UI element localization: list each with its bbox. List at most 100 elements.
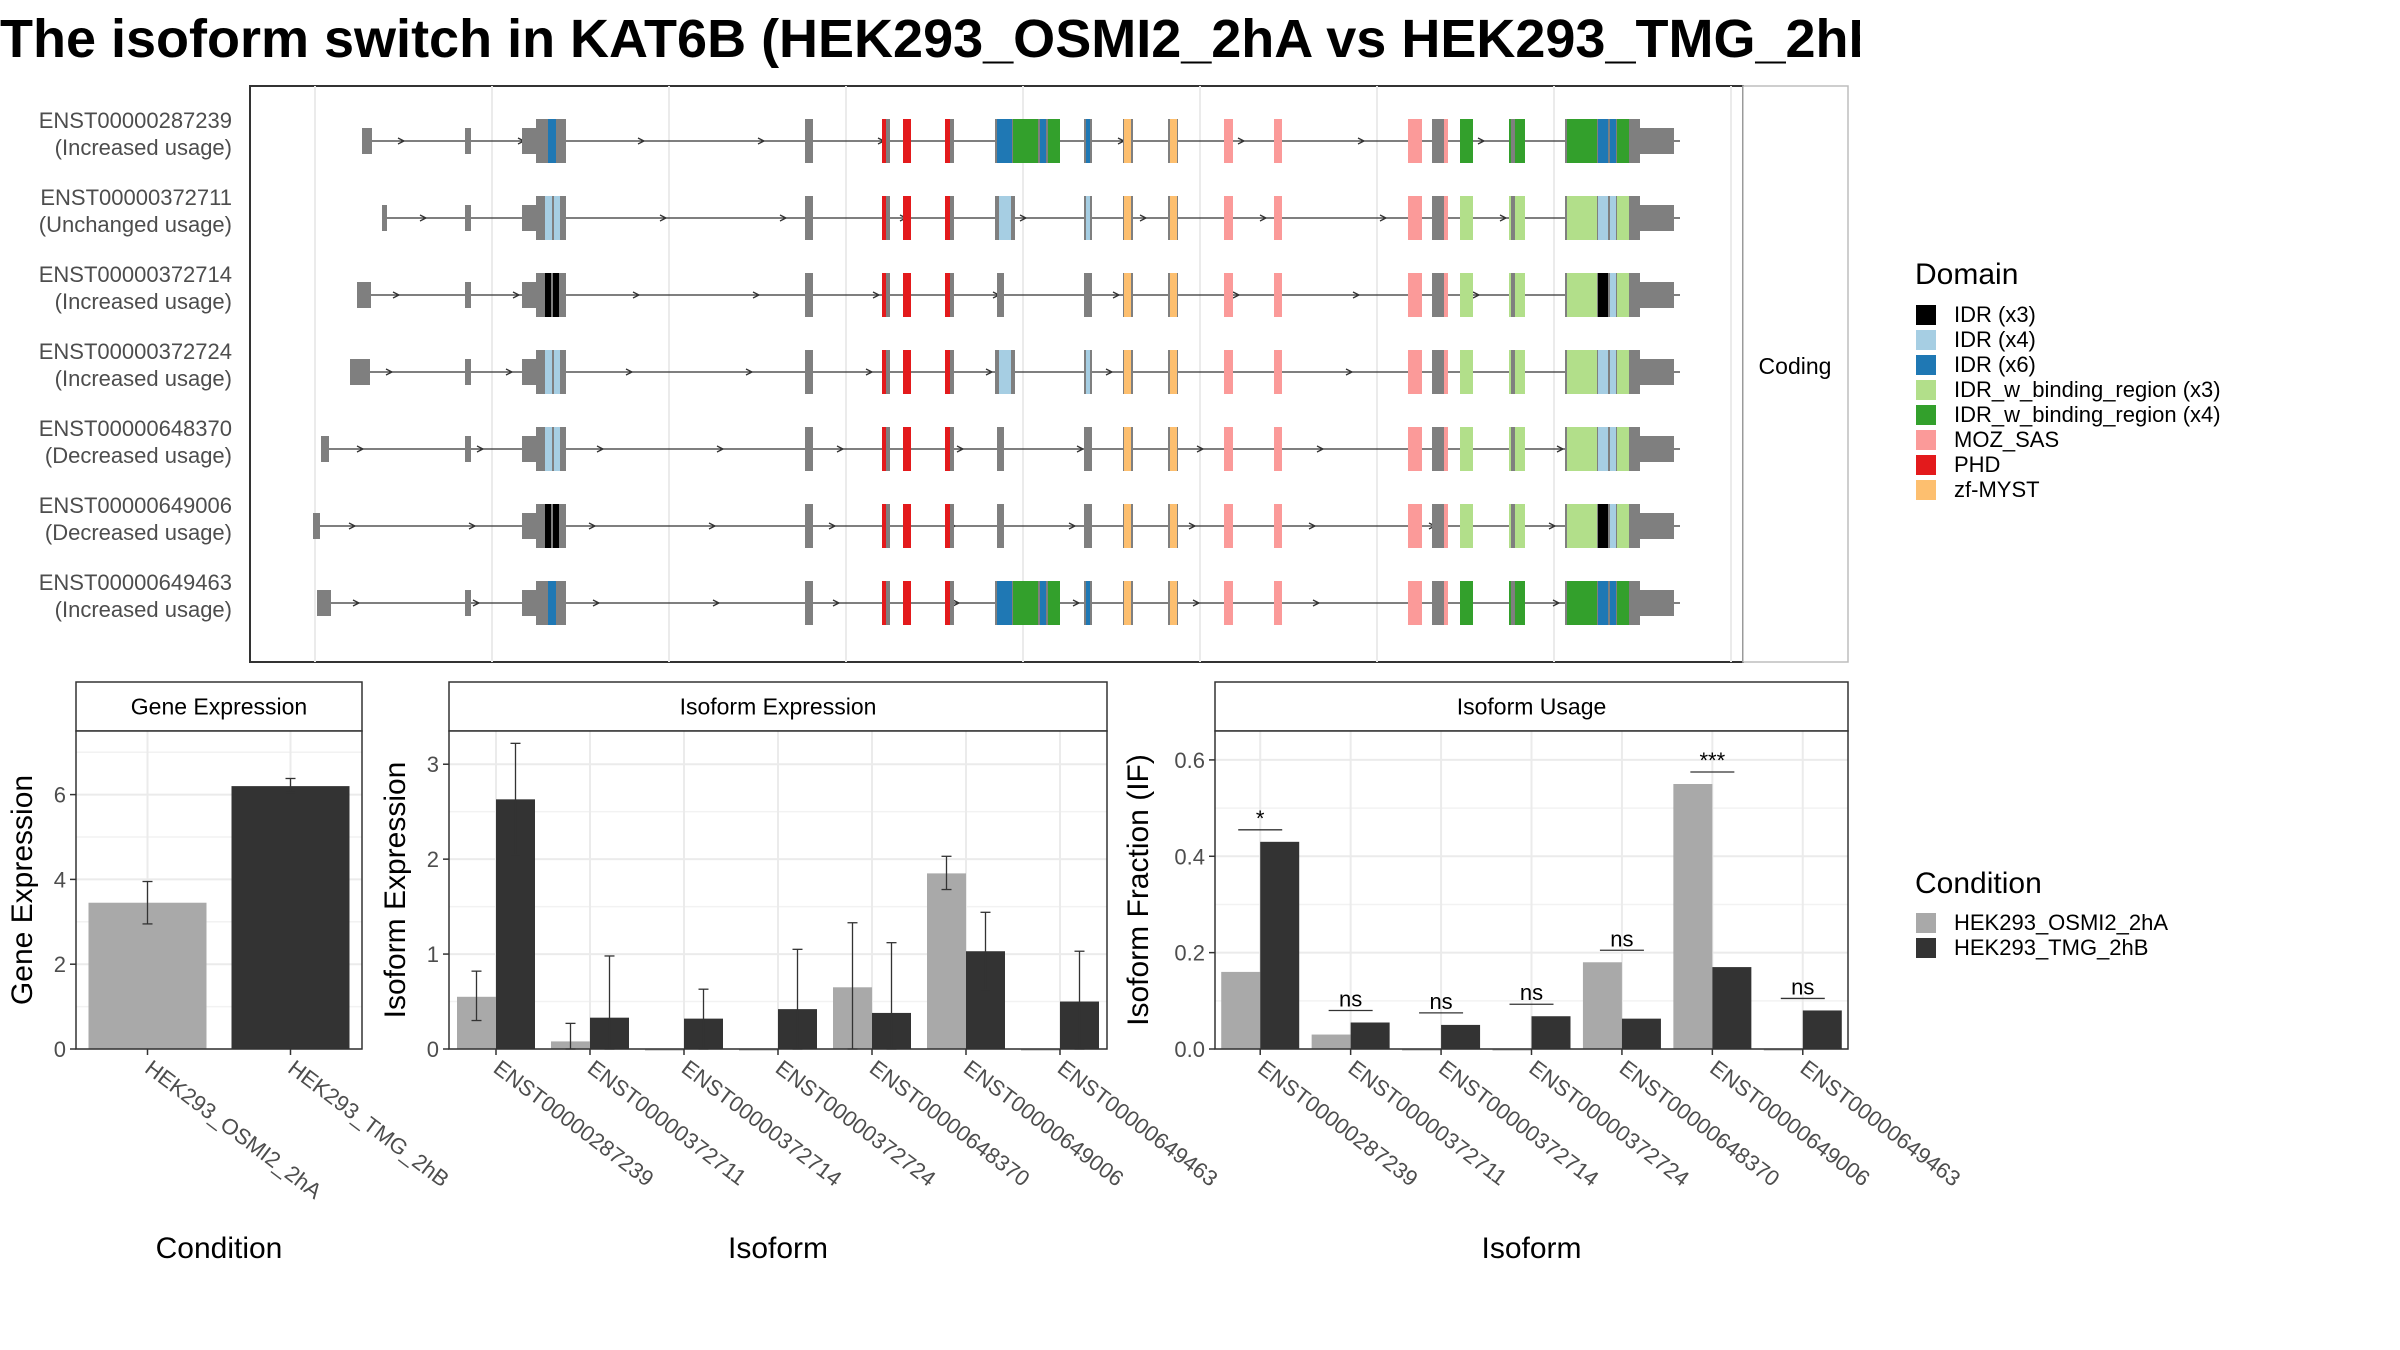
legend-label: IDR (x4)	[1954, 327, 2036, 352]
transcript-status-label: (Increased usage)	[55, 366, 232, 391]
y-tick-label: 6	[54, 783, 66, 808]
exon-segment	[882, 581, 889, 625]
bar	[1673, 784, 1713, 1049]
y-tick-label: 2	[427, 847, 439, 872]
exon-segment	[886, 581, 890, 625]
exon-segment	[805, 119, 813, 163]
intron-arrow	[596, 445, 605, 453]
utr-exon	[321, 436, 329, 462]
exon-segment	[1274, 504, 1282, 548]
exon-segment	[1274, 581, 1282, 625]
x-tick-label: ENST00000372714	[677, 1055, 846, 1191]
exon-segment	[1610, 504, 1616, 548]
exon-segment	[545, 350, 552, 394]
plot-title: The isoform switch in KAT6B (HEK293_OSMI…	[0, 9, 1860, 69]
transcript-status-label: (Decreased usage)	[45, 443, 232, 468]
exon-segment	[1408, 273, 1422, 317]
exon-segment	[1084, 273, 1092, 317]
exon-segment	[1567, 427, 1597, 471]
y-tick-label: 0.6	[1174, 748, 1205, 773]
panel-border	[75, 730, 363, 1050]
transcript-id-label: ENST00000372714	[39, 262, 232, 287]
facet-label-coding: Coding	[1759, 353, 1832, 379]
intron-arrow	[385, 368, 394, 376]
intron-arrow	[1556, 445, 1565, 453]
exon-segment	[1567, 504, 1597, 548]
exon-segment	[1274, 196, 1282, 240]
legend-swatch	[1916, 430, 1936, 450]
intron-arrow	[476, 445, 485, 453]
exon-segment	[554, 427, 560, 471]
exon-segment	[805, 581, 813, 625]
exon-segment	[1124, 350, 1131, 394]
exon-segment	[1640, 590, 1674, 616]
exon-segment	[1617, 350, 1629, 394]
exon-segment	[950, 273, 954, 317]
exon-segment	[1224, 119, 1233, 163]
legend-label: HEK293_TMG_2hB	[1954, 935, 2148, 960]
significance-label: ns	[1610, 926, 1633, 951]
exon-segment	[886, 504, 890, 548]
legend-swatch	[1916, 480, 1936, 500]
legend-swatch	[1916, 455, 1936, 475]
intron-arrow	[712, 599, 721, 607]
x-tick-label: ENST00000649006	[1705, 1055, 1874, 1191]
intron-arrow	[1112, 291, 1121, 299]
bar	[1621, 1018, 1661, 1049]
exon-segment	[997, 581, 1012, 625]
exon-segment	[1610, 273, 1616, 317]
intron-arrow	[1552, 599, 1561, 607]
legend-label: IDR_w_binding_region (x4)	[1954, 402, 2221, 427]
significance-label: *	[1256, 806, 1265, 831]
exon-segment	[1432, 119, 1444, 163]
intron-arrow	[356, 445, 365, 453]
domain-legend-title: Domain	[1915, 258, 2018, 291]
transcript-id-label: ENST00000649463	[39, 570, 232, 595]
exon-segment	[1432, 196, 1444, 240]
exon-segment	[1511, 350, 1515, 394]
exon-segment	[886, 196, 890, 240]
bar	[1441, 1024, 1481, 1049]
exon-segment	[945, 273, 953, 317]
panel-title: Isoform Expression	[680, 694, 877, 720]
panel-title: Isoform Usage	[1457, 694, 1607, 720]
significance-label: ***	[1700, 748, 1726, 773]
intron-arrow	[1316, 445, 1325, 453]
intron-arrow	[1232, 291, 1241, 299]
exon-segment	[1432, 427, 1444, 471]
intron-arrow	[865, 368, 874, 376]
exon-segment	[886, 119, 890, 163]
exon-segment	[1170, 119, 1177, 163]
exon-segment	[999, 196, 1011, 240]
exon-segment	[1511, 196, 1515, 240]
intron-arrow	[752, 291, 761, 299]
exon-segment	[1567, 350, 1597, 394]
y-axis-title: Isoform Fraction (IF)	[1122, 754, 1155, 1026]
exon-segment	[1640, 359, 1674, 385]
x-axis-title: Condition	[156, 1232, 283, 1265]
exon-segment	[1617, 196, 1629, 240]
exon-segment	[1124, 196, 1131, 240]
exon-segment	[1086, 196, 1090, 240]
exon-segment	[1408, 427, 1422, 471]
exon-segment	[945, 504, 953, 548]
exon-segment	[548, 581, 556, 625]
transcript-row: ENST00000648370(Decreased usage)	[39, 416, 1680, 471]
title-clip: The isoform switch in KAT6B (HEK293_OSMI…	[0, 0, 1860, 80]
exon-segment	[1610, 196, 1616, 240]
exon-segment	[1617, 273, 1629, 317]
exon-segment	[522, 282, 536, 308]
intron-arrow	[1472, 291, 1481, 299]
exon-segment	[1511, 504, 1515, 548]
intron-arrow	[592, 599, 601, 607]
intron-arrow	[392, 291, 401, 299]
exon-segment	[945, 427, 953, 471]
exon-segment	[1013, 581, 1038, 625]
transcript-id-label: ENST00000372724	[39, 339, 232, 364]
legend-swatch	[1916, 380, 1936, 400]
intron-arrow	[952, 599, 961, 607]
y-tick-label: 0.0	[1174, 1037, 1205, 1062]
exon-segment	[1408, 119, 1422, 163]
transcript-id-label: ENST00000648370	[39, 416, 232, 441]
